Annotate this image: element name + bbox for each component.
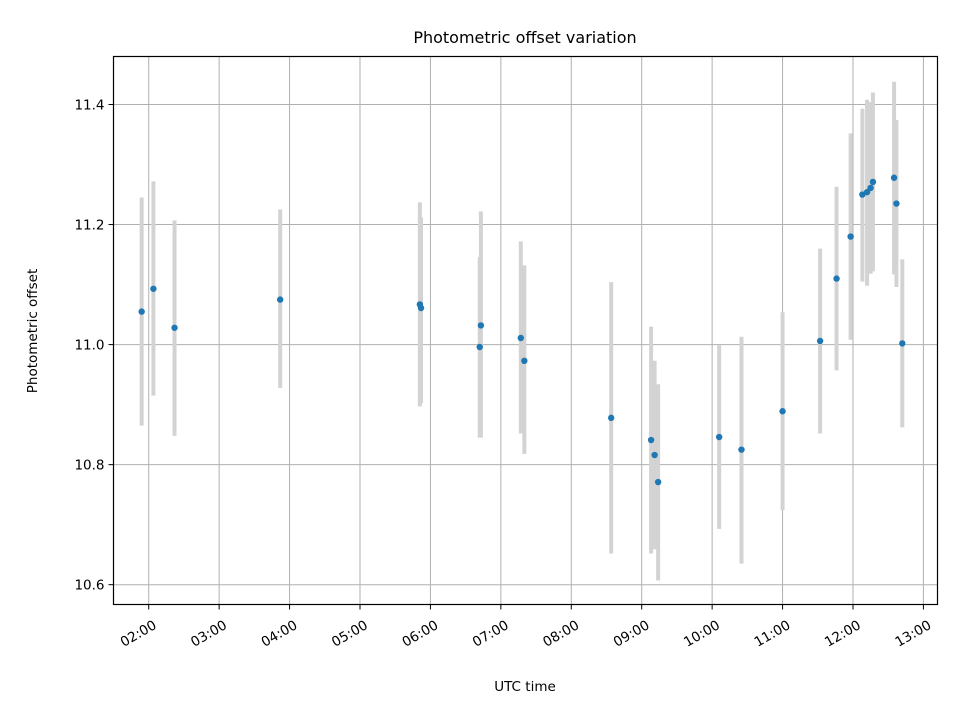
data-point — [816, 337, 824, 345]
x-tick-label: 09:00 — [611, 617, 653, 650]
data-point — [517, 334, 525, 342]
data-point — [276, 296, 284, 303]
x-tick-label: 04:00 — [259, 617, 301, 650]
y-tick-label: 11.2 — [74, 218, 104, 234]
grid — [113, 56, 938, 605]
data-point — [847, 233, 854, 240]
data-point — [477, 322, 485, 329]
chart-title: Photometric offset variation — [413, 28, 636, 47]
data-point — [863, 188, 871, 196]
data-point — [476, 343, 483, 351]
data-point — [890, 174, 898, 181]
data-point — [833, 275, 840, 282]
x-tick-label: 05:00 — [329, 617, 371, 650]
y-axis-label: Photometric offset — [25, 269, 41, 393]
y-tick-label: 11.0 — [74, 338, 104, 354]
x-tick-label: 11:00 — [752, 617, 794, 650]
data-points — [138, 174, 906, 486]
data-point — [521, 357, 528, 365]
y-axis-ticks: 10.6 10.8 11.0 11.2 11.4 — [74, 98, 114, 594]
x-tick-label: 02:00 — [118, 617, 160, 650]
data-point — [647, 436, 655, 444]
data-point — [715, 433, 723, 441]
x-tick-label: 03:00 — [188, 617, 230, 650]
plot-frame — [112, 55, 939, 606]
data-point — [150, 285, 157, 292]
y-tick-label: 11.4 — [74, 98, 104, 114]
x-tick-label: 13:00 — [892, 617, 934, 650]
data-point — [417, 304, 425, 312]
data-point — [779, 408, 786, 415]
x-tick-label: 07:00 — [470, 617, 512, 650]
y-tick-label: 10.6 — [74, 578, 104, 594]
data-point — [138, 308, 145, 315]
x-axis-ticks: 02:00 03:00 04:00 05:00 06:00 07:00 08:00 09:00… — [118, 604, 934, 651]
y-tick-label: 10.8 — [74, 458, 104, 474]
data-point — [171, 324, 178, 331]
data-point — [867, 184, 874, 192]
x-axis-label: UTC time — [494, 679, 556, 695]
data-point — [869, 178, 877, 186]
data-point — [899, 340, 906, 347]
x-tick-label: 06:00 — [399, 617, 441, 650]
x-tick-label: 12:00 — [822, 617, 864, 650]
data-point — [654, 478, 662, 486]
data-point — [651, 451, 658, 459]
data-point — [607, 414, 615, 422]
x-tick-label: 10:00 — [681, 617, 723, 650]
data-point — [893, 200, 900, 207]
x-tick-label: 08:00 — [540, 617, 582, 650]
data-point — [738, 446, 745, 453]
error-bars — [139, 81, 905, 581]
